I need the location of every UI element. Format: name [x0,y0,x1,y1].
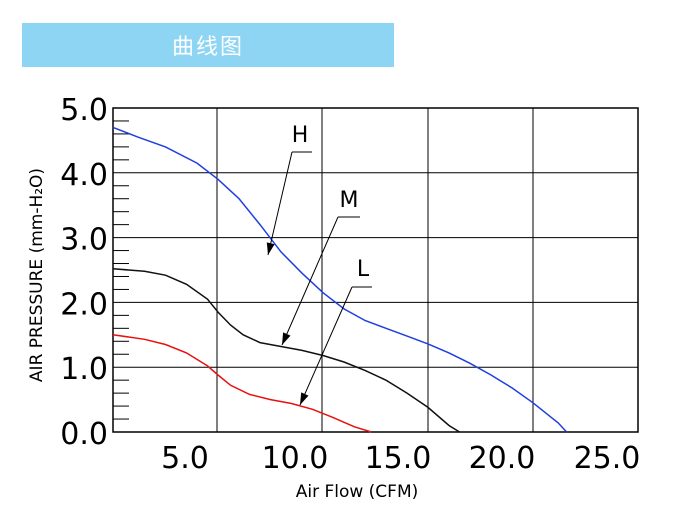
x-tick-label: 15.0 [365,441,432,476]
series-line-l [112,334,372,433]
callout-arrowhead [282,332,291,345]
y-tick-label: 3.0 [60,223,108,258]
callout-leader [267,151,293,256]
y-tick-label: 2.0 [60,287,108,322]
series-line-m [112,267,460,433]
callout-arrowhead [266,242,275,255]
y-tick-label: 5.0 [60,93,108,128]
callout-leader [299,286,353,406]
series-label-h: H [292,123,309,148]
y-tick-label: 4.0 [60,158,108,193]
x-axis-title: Air Flow (CFM) [296,482,419,502]
y-axis-title: AIR PRESSURE (mm-H₂O) [27,168,47,382]
x-tick-label: 5.0 [161,441,209,476]
x-tick-label: 20.0 [469,441,536,476]
x-tick-label: 10.0 [262,441,329,476]
callout-leader [281,216,339,346]
y-tick-label: 0.0 [60,417,108,452]
series-line-h [112,126,568,433]
chart-header-title: 曲线图 [171,35,244,60]
y-tick-label: 1.0 [60,352,108,387]
series-label-m: M [340,188,359,213]
callout-arrowhead [300,392,309,405]
x-tick-label: 25.0 [574,441,641,476]
plot-frame [112,107,639,433]
chart-header-banner: 曲线图 [22,23,394,67]
series-label-l: L [357,257,370,282]
